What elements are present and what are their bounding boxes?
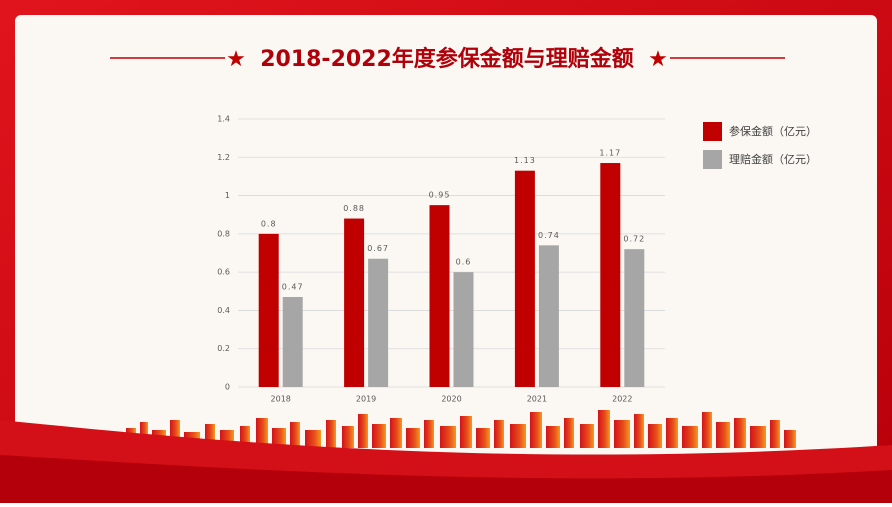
x-tick-label: 2021	[527, 395, 547, 404]
y-tick-label: 0.8	[217, 229, 230, 238]
y-tick-label: 1.4	[217, 115, 230, 124]
value-label: 0.72	[623, 235, 645, 244]
value-label: 0.47	[282, 283, 304, 292]
bar	[538, 245, 559, 387]
value-label: 0.6	[456, 258, 472, 267]
value-label: 0.74	[538, 231, 560, 240]
y-tick-label: 0.6	[217, 268, 230, 277]
bar	[600, 163, 621, 387]
bar	[453, 272, 474, 387]
value-label: 0.88	[343, 204, 365, 213]
bar	[429, 205, 450, 387]
bar	[282, 297, 303, 387]
legend-swatch	[703, 150, 722, 169]
value-label: 1.17	[599, 149, 621, 158]
legend-swatch	[703, 122, 722, 141]
value-label: 0.67	[367, 244, 389, 253]
chart-title: 2018-2022年度参保金额与理赔金额	[260, 46, 634, 72]
value-label: 0.8	[261, 219, 277, 228]
y-tick-label: 0.2	[217, 344, 230, 353]
y-tick-label: 0.4	[217, 306, 230, 315]
star: ★	[648, 47, 668, 72]
star: ★	[226, 47, 246, 72]
wave	[0, 455, 892, 503]
y-tick-label: 1.2	[217, 153, 230, 162]
bar	[344, 218, 365, 387]
legend-label: 理赔金额（亿元）	[729, 152, 817, 166]
x-tick-label: 2019	[356, 395, 376, 404]
bar	[514, 170, 535, 387]
y-tick-label: 1	[225, 191, 230, 200]
y-tick-label: 0	[225, 383, 230, 392]
bar	[368, 258, 389, 387]
x-tick-label: 2020	[441, 395, 461, 404]
value-label: 0.95	[429, 191, 451, 200]
bar	[258, 233, 279, 387]
legend-label: 参保金额（亿元）	[729, 124, 817, 138]
bar	[624, 249, 645, 387]
x-tick-label: 2022	[612, 395, 632, 404]
value-label: 1.13	[514, 156, 536, 165]
x-tick-label: 2018	[271, 395, 291, 404]
